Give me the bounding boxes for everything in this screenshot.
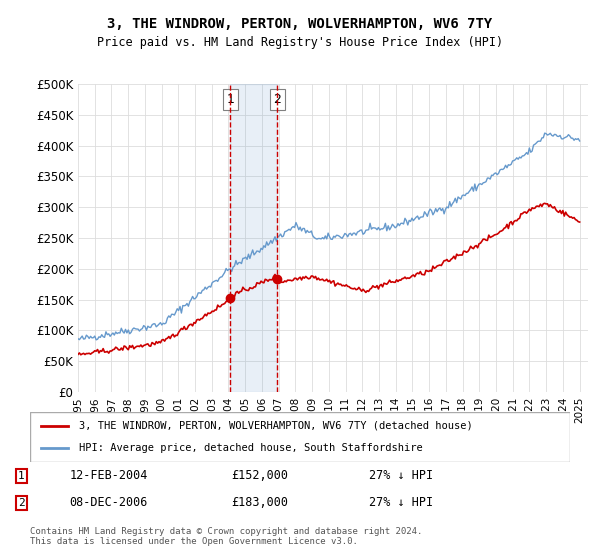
Text: 27% ↓ HPI: 27% ↓ HPI [369,469,433,482]
Text: 12-FEB-2004: 12-FEB-2004 [70,469,148,482]
Text: HPI: Average price, detached house, South Staffordshire: HPI: Average price, detached house, Sout… [79,443,422,453]
Text: 08-DEC-2006: 08-DEC-2006 [70,497,148,510]
Text: 2: 2 [274,93,281,106]
Bar [230,84,277,392]
Text: £183,000: £183,000 [231,497,288,510]
Text: 1: 1 [18,471,25,481]
Text: Contains HM Land Registry data © Crown copyright and database right 2024.
This d: Contains HM Land Registry data © Crown c… [30,526,422,546]
Text: 3, THE WINDROW, PERTON, WOLVERHAMPTON, WV6 7TY: 3, THE WINDROW, PERTON, WOLVERHAMPTON, W… [107,17,493,31]
Text: 2: 2 [18,498,25,508]
Text: 1: 1 [227,93,235,106]
Text: £152,000: £152,000 [231,469,288,482]
Text: 27% ↓ HPI: 27% ↓ HPI [369,497,433,510]
Text: Price paid vs. HM Land Registry's House Price Index (HPI): Price paid vs. HM Land Registry's House … [97,36,503,49]
FancyBboxPatch shape [30,412,570,462]
Text: 3, THE WINDROW, PERTON, WOLVERHAMPTON, WV6 7TY (detached house): 3, THE WINDROW, PERTON, WOLVERHAMPTON, W… [79,421,472,431]
